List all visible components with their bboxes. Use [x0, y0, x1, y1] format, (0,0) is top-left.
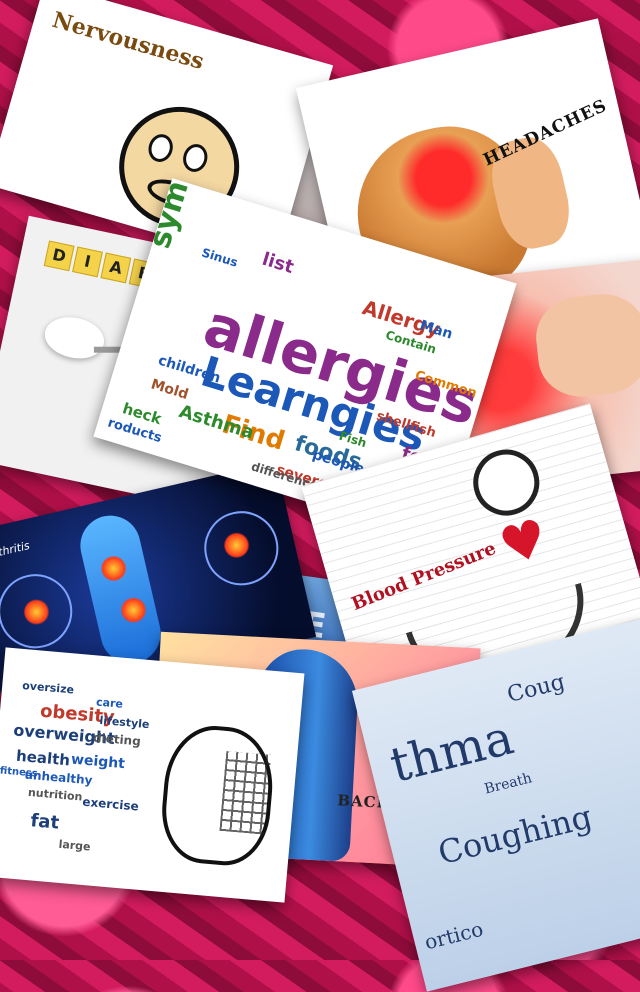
word: care: [95, 695, 124, 711]
word: list: [259, 248, 297, 279]
tile: D: [43, 240, 75, 272]
hand-on-stomach: [532, 289, 640, 401]
checkered-jacket: [219, 751, 272, 835]
face-eye: [145, 131, 177, 165]
asthma-coughing: Coughing: [434, 797, 596, 873]
word: Mold: [148, 376, 191, 403]
word: large: [58, 837, 92, 854]
face-eye: [179, 141, 211, 175]
word: health: [15, 746, 71, 770]
tile: I: [72, 246, 103, 278]
sugar-pile: [40, 312, 108, 364]
word: nutrition: [27, 785, 83, 804]
word: fitness: [0, 765, 39, 780]
asthma-breath: Breath: [482, 770, 534, 798]
asthma-cough-top: Coug: [504, 669, 568, 708]
nervousness-label: Nervousness: [49, 6, 207, 75]
word: weight: [70, 751, 126, 773]
body-figure: [74, 509, 167, 670]
fat-man-illustration: [157, 721, 278, 869]
tile: A: [100, 252, 132, 284]
word: Sinus: [199, 245, 240, 270]
word: exercise: [81, 794, 140, 814]
heart-icon: ♥: [493, 507, 555, 579]
arthritis-label: arthritis: [0, 539, 31, 562]
word: fat: [29, 810, 60, 834]
obesity-card: oversize obesity overweight health weigh…: [0, 647, 305, 903]
blood-pressure-label: Blood Pressure: [348, 537, 499, 615]
word: oversize: [21, 678, 75, 697]
asthma-cortico: ortico: [422, 916, 486, 955]
